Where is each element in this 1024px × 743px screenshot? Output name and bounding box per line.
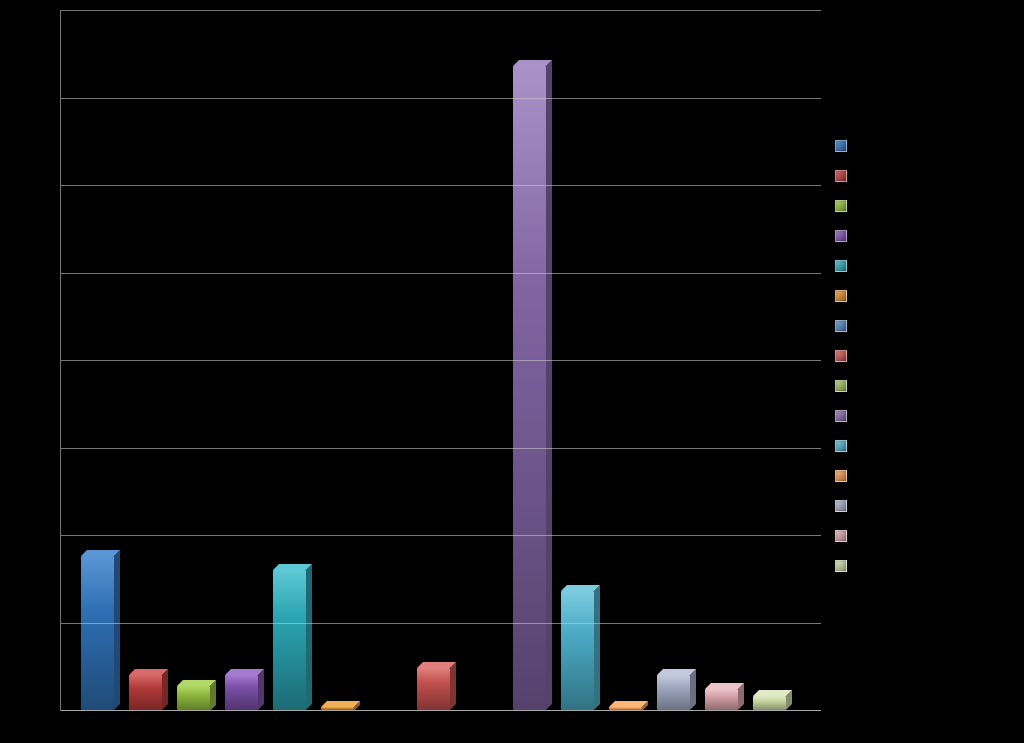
legend-swatch	[835, 470, 847, 482]
legend-swatch	[835, 230, 847, 242]
legend-swatch	[835, 140, 847, 152]
legend-item: Series 15	[835, 560, 1015, 572]
legend-item: Series 1	[835, 140, 1015, 152]
legend-item: Series 9	[835, 380, 1015, 392]
legend-swatch	[835, 560, 847, 572]
bar	[657, 675, 690, 710]
legend-swatch	[835, 440, 847, 452]
legend-item: Series 5	[835, 260, 1015, 272]
legend-swatch	[835, 320, 847, 332]
legend-swatch	[835, 260, 847, 272]
legend-item: Series 12	[835, 470, 1015, 482]
legend-swatch	[835, 380, 847, 392]
bar	[513, 66, 546, 710]
legend-item: Series 7	[835, 320, 1015, 332]
gridline	[61, 273, 821, 274]
bar	[705, 689, 738, 710]
chart-container	[40, 10, 820, 710]
bar	[417, 668, 450, 710]
legend-item: Series 11	[835, 440, 1015, 452]
bar	[273, 570, 306, 710]
legend-swatch	[835, 500, 847, 512]
bar	[177, 686, 210, 711]
gridline	[61, 360, 821, 361]
bar	[753, 696, 786, 710]
plot-area	[60, 10, 821, 711]
legend-swatch	[835, 530, 847, 542]
gridline	[61, 185, 821, 186]
legend-swatch	[835, 200, 847, 212]
gridline	[61, 623, 821, 624]
legend-item: Series 2	[835, 170, 1015, 182]
gridline	[61, 448, 821, 449]
legend-item: Series 3	[835, 200, 1015, 212]
gridline	[61, 10, 821, 11]
legend-swatch	[835, 170, 847, 182]
legend-item: Series 6	[835, 290, 1015, 302]
legend-swatch	[835, 410, 847, 422]
gridline	[61, 535, 821, 536]
legend-swatch	[835, 350, 847, 362]
bar	[561, 591, 594, 710]
legend-item: Series 10	[835, 410, 1015, 422]
bar	[129, 675, 162, 710]
bar	[81, 556, 114, 710]
legend: Series 1 Series 2 Series 3 Series 4 Series 5…	[835, 140, 1015, 572]
bar	[225, 675, 258, 710]
legend-item: Series 4	[835, 230, 1015, 242]
legend-item: Series 14	[835, 530, 1015, 542]
gridline	[61, 98, 821, 99]
legend-item: Series 13	[835, 500, 1015, 512]
legend-item: Series 8	[835, 350, 1015, 362]
legend-swatch	[835, 290, 847, 302]
gridline	[61, 710, 821, 711]
